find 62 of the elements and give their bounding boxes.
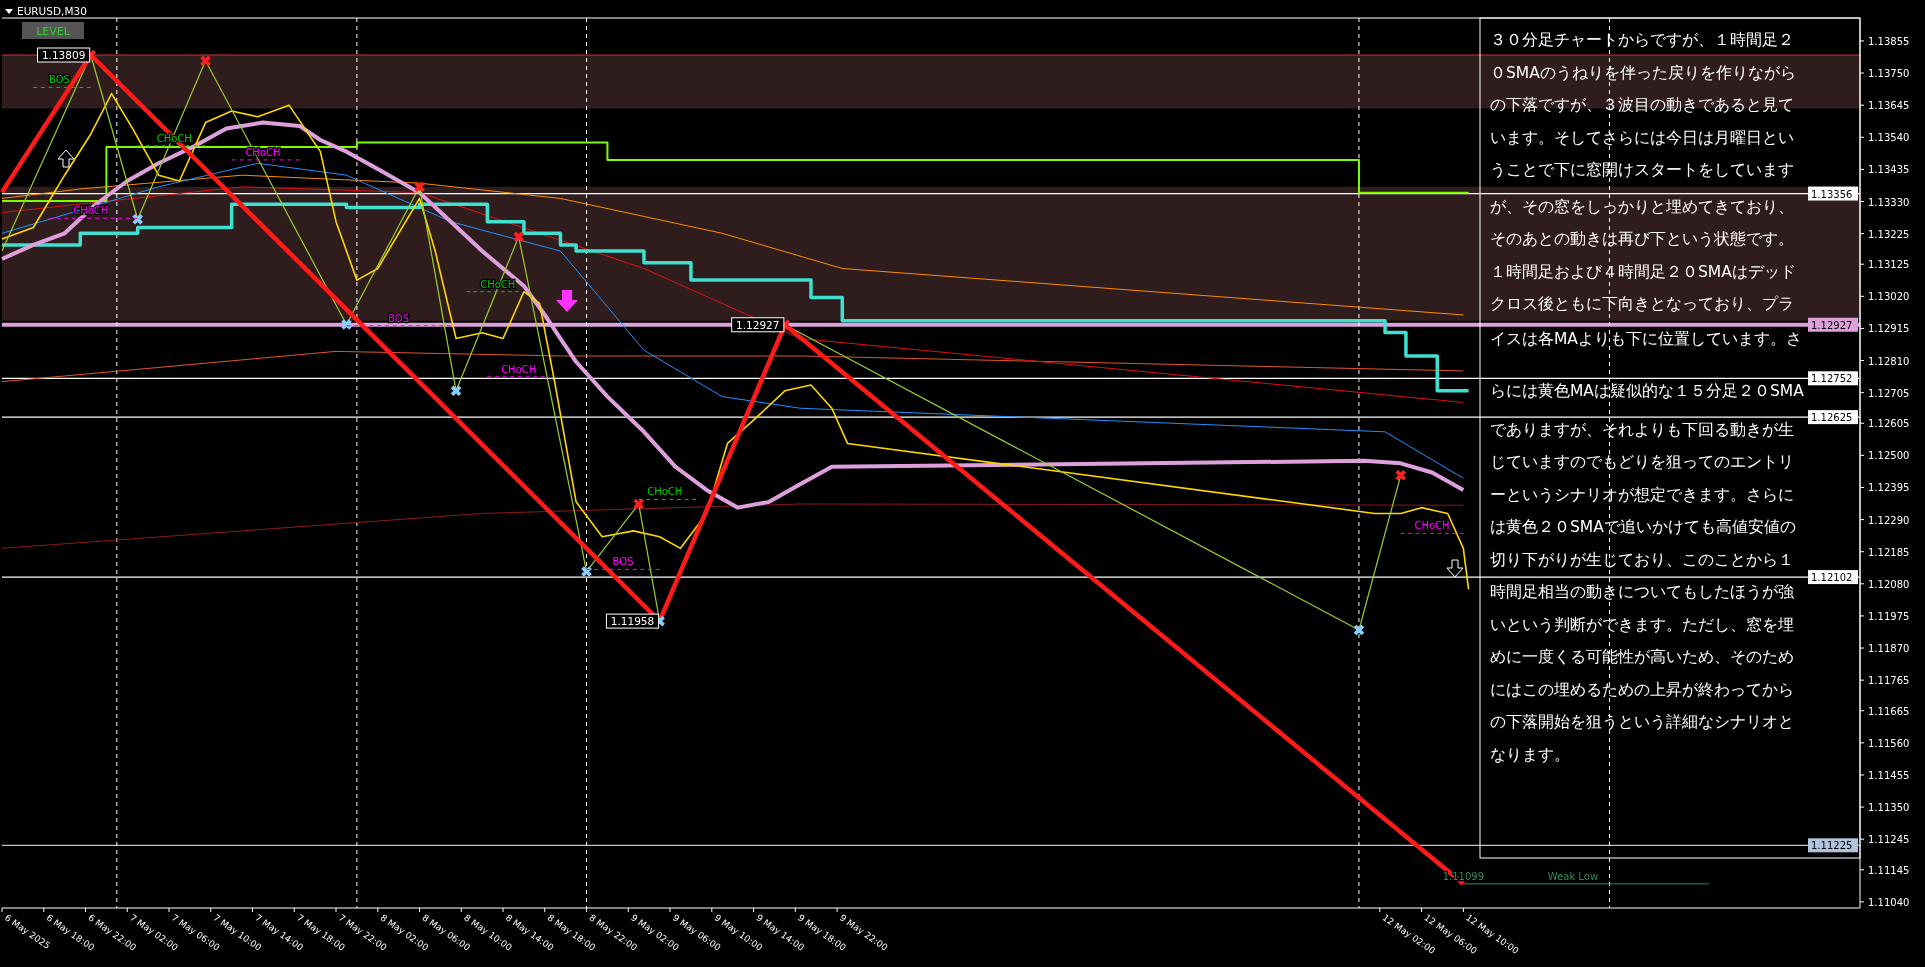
- y-tick-label: 1.13435: [1868, 164, 1910, 176]
- line-series: [1, 350, 1464, 383]
- annotation: CHoCH: [1414, 520, 1450, 532]
- y-tick-label: 1.13645: [1868, 100, 1910, 112]
- y-tick-label: 1.12915: [1868, 323, 1910, 335]
- annotation: BOS: [388, 312, 410, 324]
- y-tick-label: 1.12080: [1868, 578, 1910, 590]
- point: [450, 385, 462, 397]
- y-tick-label: 1.12705: [1868, 387, 1910, 399]
- y-tick-label: 1.11145: [1868, 864, 1910, 876]
- y-tick-label: 1.13750: [1868, 68, 1910, 80]
- annotation: 1.12927: [736, 318, 780, 331]
- annotation: 1.13809: [41, 49, 86, 62]
- annotation: 1.11958: [610, 615, 655, 628]
- y-tick-label: 1.13125: [1868, 259, 1910, 271]
- y-tick-label: 1.11870: [1868, 643, 1910, 655]
- y-tick-label: 1.13540: [1868, 132, 1910, 144]
- point: [1353, 624, 1365, 636]
- annotation: Weak Low: [1547, 870, 1599, 882]
- y-tick-label: 1.12395: [1868, 482, 1910, 494]
- y-tick-label: 1.11455: [1868, 769, 1910, 781]
- point: [414, 181, 425, 193]
- y-tick-label: 1.13855: [1868, 35, 1910, 47]
- point: [1395, 469, 1407, 481]
- y-tick-label: 1.13225: [1868, 228, 1910, 240]
- point: [200, 55, 211, 67]
- y-tick-label: 1.12290: [1868, 514, 1910, 526]
- y-tick-label: 1.11350: [1868, 802, 1910, 814]
- y-tick-label: 1.11040: [1868, 896, 1910, 908]
- ref-line-label: 1.12927: [1811, 319, 1853, 331]
- annotation: CHoCH: [245, 146, 281, 158]
- annotation: CHoCH: [501, 363, 537, 375]
- line-series: [1, 174, 1464, 316]
- ref-line-label: 1.11225: [1811, 840, 1853, 852]
- annotation: BOS: [48, 74, 70, 86]
- y-tick-label: 1.12605: [1868, 418, 1910, 430]
- y-tick-label: 1.13330: [1868, 196, 1910, 208]
- y-tick-label: 1.12185: [1868, 546, 1910, 558]
- line-series: [1, 503, 1464, 549]
- annotation: ３０分足チャートからですが、１時間足２０SMAのうねりを伴った戻りを作りながらの下落ですが、３波目の動きであると見ています。そしてさらには今日は月曜日ということで下に窓開けスタートをしていますが、その窓をしっかりと埋めてきており、そのあとの動きは再び下という状態です。: [1490, 31, 1796, 248]
- ref-line-label: 1.12102: [1811, 572, 1853, 584]
- ref-line-label: 1.13356: [1811, 188, 1853, 200]
- annotation: LEVEL: [36, 25, 71, 38]
- y-tick-label: 1.13020: [1868, 291, 1910, 303]
- y-tick-label: 1.11975: [1868, 610, 1910, 622]
- point: [633, 498, 645, 510]
- point: [513, 231, 524, 242]
- y-tick-label: 1.12500: [1868, 450, 1910, 462]
- annotation: CHoCH: [647, 486, 683, 498]
- y-tick-label: 1.11245: [1868, 834, 1910, 846]
- ref-line-label: 1.12752: [1811, 373, 1853, 385]
- ref-line-label: 1.12625: [1811, 412, 1853, 424]
- chart-title: EURUSD,M30: [17, 5, 87, 17]
- line-series: [1, 92, 1470, 591]
- point: [132, 213, 143, 225]
- text: １時間足および４時間足２０SMAはデッドクロス後ともに下向きとなっており、プライスは各MAよりも下に位置しています。さらには黄色MAは疑似的な１５分足２０SMAでありますが、それよりも下回る動きが生じていますのでもどりを狙ってのエントリーというシナリオが想定できます。さらには黄色２０SMAで追いかけても高値安値の切り下がりが生じており、このことから１時間足相当の動きについてもしたほうが強いという判断ができます。ただし、窓を埋めに一度くる可能性が高いため、そのためにはこの埋めるための上昇が終わってからの下落開始を狙うという詳細なシナリオとなります。: [1490, 262, 1804, 764]
- y-tick-label: 1.12810: [1868, 355, 1910, 367]
- line-series: [1, 162, 1464, 479]
- y-tick-label: 1.11665: [1868, 705, 1910, 717]
- y-tick-label: 1.11765: [1868, 675, 1910, 687]
- y-tick-label: 1.11560: [1868, 737, 1910, 749]
- annotation: BOS: [612, 556, 634, 568]
